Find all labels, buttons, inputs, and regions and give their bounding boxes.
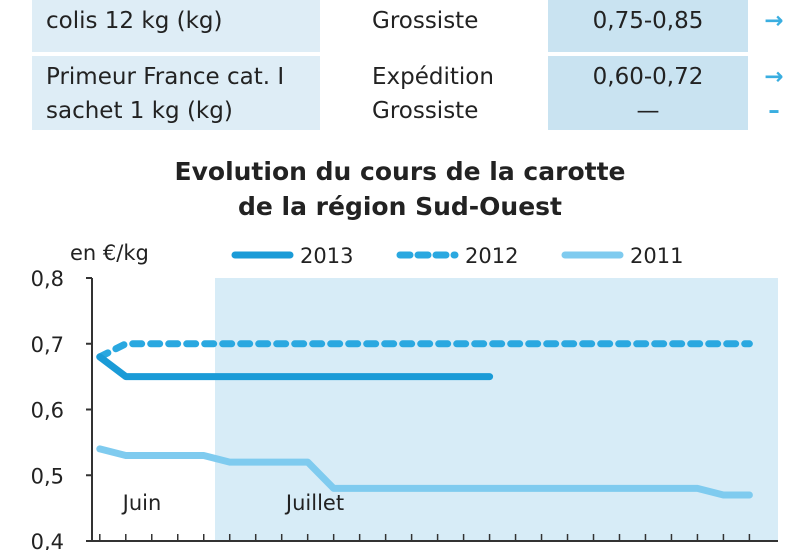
- trend-cell: →: [748, 0, 800, 52]
- stage-label: Grossiste: [372, 98, 479, 124]
- price-cell: 0,60-0,72 —: [548, 56, 748, 130]
- legend-label: 2011: [630, 244, 683, 268]
- trend-cell: → –: [748, 56, 800, 130]
- x-section-label: Juin: [121, 491, 162, 515]
- x-section-label: Juillet: [284, 491, 344, 515]
- legend-label: 2012: [465, 244, 518, 268]
- y-tick-label: 0,7: [31, 333, 64, 357]
- y-tick-label: 0,6: [31, 399, 64, 423]
- price-table: colis 12 kg (kg) Grossiste 0,75-0,85 → P…: [0, 0, 800, 150]
- stage-label: Grossiste: [372, 8, 479, 34]
- price-value: 0,75-0,85: [592, 8, 704, 34]
- legend-label: 2013: [300, 244, 353, 268]
- product-cell: colis 12 kg (kg): [32, 0, 320, 52]
- trend-arrow-icon: →: [764, 8, 784, 34]
- product-label: Primeur France cat. I: [46, 64, 285, 90]
- product-cell: Primeur France cat. I sachet 1 kg (kg): [32, 56, 320, 130]
- price-cell: 0,75-0,85: [548, 0, 748, 52]
- y-axis-label: en €/kg: [70, 241, 149, 265]
- series-line-2011: [96, 445, 753, 499]
- month-band: [215, 278, 778, 541]
- table-row: colis 12 kg (kg) Grossiste 0,75-0,85 →: [32, 0, 800, 52]
- chart-title: de la région Sud-Ouest: [237, 192, 563, 221]
- stage-label: Expédition: [372, 64, 494, 90]
- trend-dash-icon: –: [768, 98, 780, 124]
- product-label: sachet 1 kg (kg): [46, 98, 233, 124]
- stage-cell: Expédition Grossiste: [324, 56, 574, 130]
- trend-arrow-icon: →: [764, 64, 784, 90]
- series-line-2013: [96, 353, 494, 381]
- series-line-2012: [96, 340, 753, 361]
- y-tick-label: 0,8: [31, 267, 64, 291]
- table-row: Primeur France cat. I sachet 1 kg (kg) E…: [32, 56, 800, 130]
- y-tick-label: 0,5: [31, 464, 64, 488]
- y-tick-label: 0,4: [31, 530, 64, 550]
- product-label: colis 12 kg (kg): [46, 8, 223, 34]
- price-value: 0,60-0,72: [592, 64, 704, 90]
- stage-cell: Grossiste: [324, 0, 574, 52]
- price-value: —: [636, 98, 660, 124]
- chart-title: Evolution du cours de la carotte: [174, 157, 626, 186]
